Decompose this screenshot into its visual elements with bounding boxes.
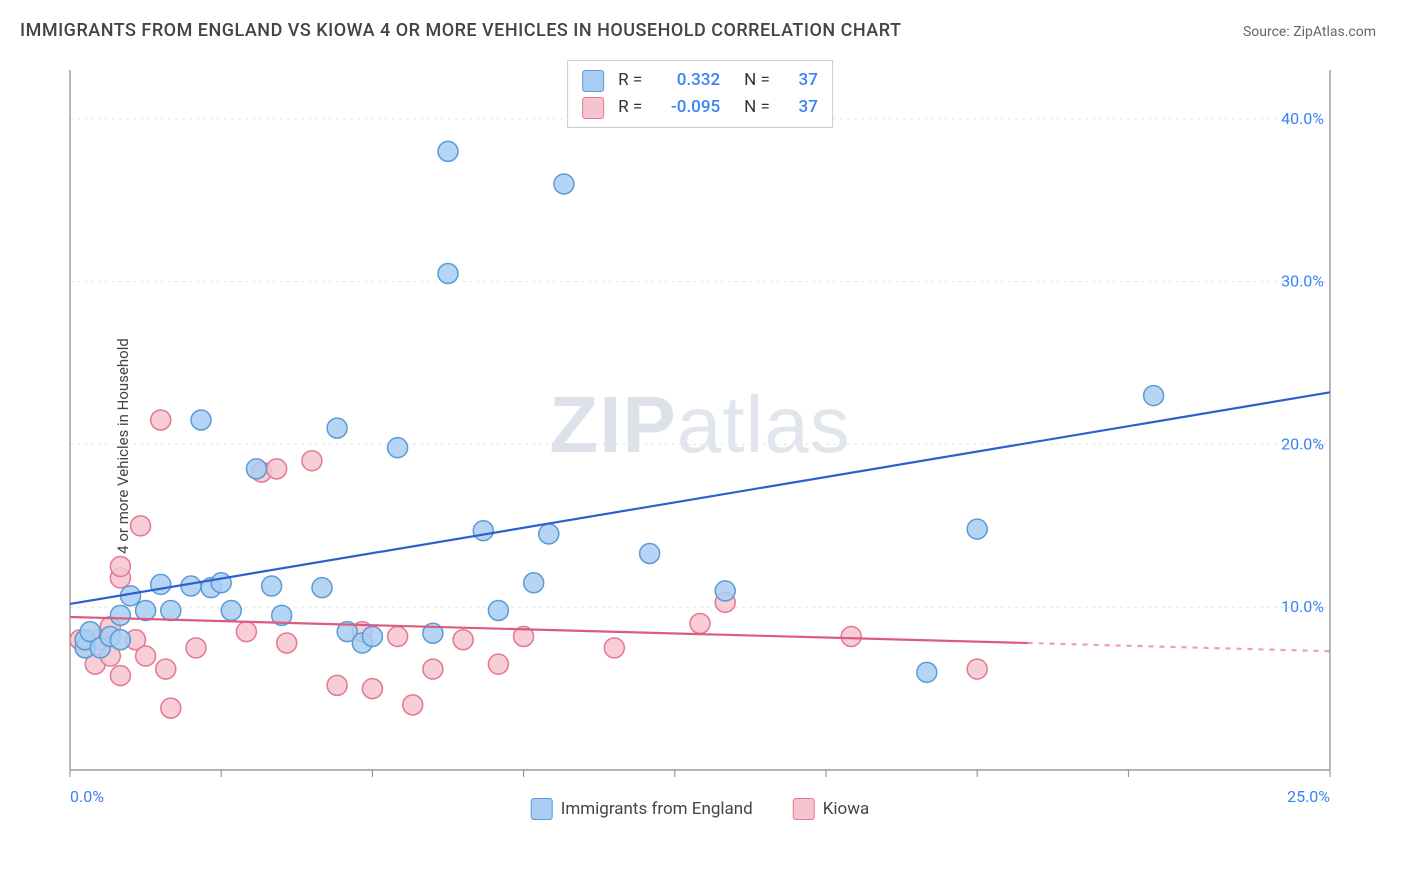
n-value-0: 37 — [788, 67, 818, 94]
stats-row-series-1: R = -0.095 N = 37 — [582, 94, 818, 121]
legend-label-0: Immigrants from England — [561, 799, 753, 819]
legend-item-0: Immigrants from England — [531, 798, 753, 820]
swatch-series-0 — [582, 70, 604, 92]
legend-label-1: Kiowa — [823, 799, 870, 819]
svg-text:25.0%: 25.0% — [1287, 787, 1330, 806]
swatch-series-1 — [582, 97, 604, 119]
bottom-legend: Immigrants from England Kiowa — [531, 798, 870, 820]
svg-text:40.0%: 40.0% — [1281, 109, 1324, 128]
svg-text:20.0%: 20.0% — [1281, 434, 1324, 453]
r-value-1: -0.095 — [660, 94, 720, 121]
chart-title: IMMIGRANTS FROM ENGLAND VS KIOWA 4 OR MO… — [20, 20, 901, 41]
n-value-1: 37 — [788, 94, 818, 121]
r-value-0: 0.332 — [660, 67, 720, 94]
stats-row-series-0: R = 0.332 N = 37 — [582, 67, 818, 94]
r-label: R = — [618, 67, 642, 94]
swatch-series-0 — [531, 798, 553, 820]
stats-legend: R = 0.332 N = 37 R = -0.095 N = 37 — [567, 60, 833, 128]
r-label: R = — [618, 94, 642, 121]
n-label: N = — [744, 67, 770, 94]
n-label: N = — [744, 94, 770, 121]
svg-text:10.0%: 10.0% — [1281, 597, 1324, 616]
swatch-series-1 — [793, 798, 815, 820]
svg-text:30.0%: 30.0% — [1281, 272, 1324, 291]
chart-source: Source: ZipAtlas.com — [1243, 24, 1376, 40]
svg-text:0.0%: 0.0% — [70, 787, 104, 806]
scatter-chart-svg: 10.0% 20.0% 30.0% 40.0% 0.0% 25.0% — [50, 60, 1350, 820]
legend-item-1: Kiowa — [793, 798, 870, 820]
chart-area: ZIPatlas 10.0%20.0%30.0%40.0%0.0%25.0% R… — [50, 60, 1350, 820]
